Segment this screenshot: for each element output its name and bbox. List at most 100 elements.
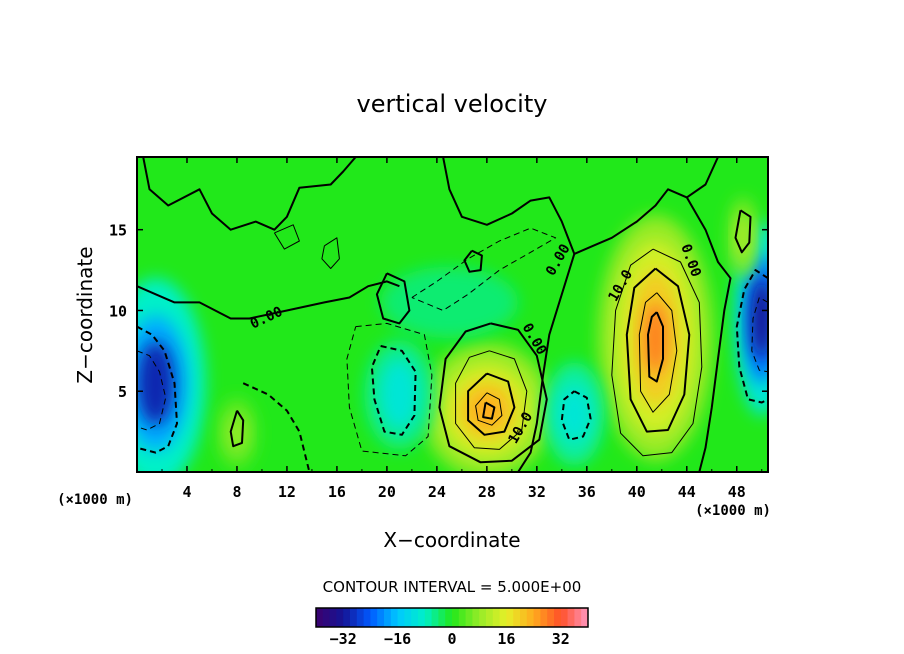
x-tick-label: 8: [232, 483, 241, 501]
negative-contour-line: [242, 382, 311, 472]
positive-contour-line: [229, 410, 245, 448]
colorbar-tick-label: −16: [384, 630, 411, 648]
colorbar-tick-label: 0: [447, 630, 456, 648]
positive-contour-line: [142, 157, 357, 231]
x-tick-label: 36: [578, 483, 596, 501]
colorbar-tick-label: −32: [330, 630, 357, 648]
x-tick-label: 12: [278, 483, 296, 501]
colorbar-swatch: [533, 608, 541, 627]
colorbar-swatch: [411, 608, 419, 627]
positive-contour-line: [638, 292, 678, 413]
colorbar-swatch: [560, 608, 568, 627]
positive-contour-line: [375, 272, 411, 325]
x-tick-label: 28: [478, 483, 496, 501]
colorbar-swatch: [499, 608, 507, 627]
colorbar-swatch: [424, 608, 432, 627]
negative-contour-line: [411, 227, 557, 311]
y-tick-label: 15: [109, 222, 127, 240]
negative-contour-line: [346, 322, 433, 457]
x-axis-label: X−coordinate: [383, 528, 520, 552]
colorbar-swatch: [370, 608, 378, 627]
x-axis-unit-right: (×1000 m): [695, 503, 771, 519]
y-tick-label: 10: [109, 302, 127, 320]
negative-contour-line: [137, 325, 178, 454]
contour-interval-note: CONTOUR INTERVAL = 5.000E+00: [323, 578, 582, 596]
colorbar-swatch: [438, 608, 446, 627]
positive-contour-line: [625, 267, 691, 433]
positive-contour-line: [734, 209, 752, 254]
positive-contour-line: [482, 401, 496, 420]
updraft-core-28km-fill: [471, 394, 502, 427]
colorbar-swatch: [526, 608, 534, 627]
downdraft-left-edge-fill: [137, 341, 175, 426]
colorbar-swatch: [445, 608, 453, 627]
colorbar-swatch: [343, 608, 351, 627]
x-tick-label: 32: [528, 483, 546, 501]
colorbar-swatch: [350, 608, 358, 627]
positive-contour-line: [647, 311, 664, 383]
colorbar-swatch: [452, 608, 460, 627]
colorbar-frame: [315, 607, 589, 628]
positive-contour-line: [438, 322, 548, 464]
x-tick-label: 44: [678, 483, 696, 501]
colorbar-swatch: [397, 608, 405, 627]
colorbar-swatch: [377, 608, 385, 627]
colorbar-tick-label: 16: [497, 630, 515, 648]
colorbar-swatch: [506, 608, 514, 627]
y-tick-label: 5: [118, 383, 127, 401]
x-tick-label: 4: [182, 483, 191, 501]
positive-contour-line: [475, 392, 503, 426]
colorbar-swatch: [404, 608, 412, 627]
colorbar-swatch: [492, 608, 500, 627]
colorbar-swatch: [486, 608, 494, 627]
colorbar-swatch: [540, 608, 548, 627]
colorbar-swatch: [472, 608, 480, 627]
positive-contour-line: [137, 280, 400, 320]
downdraft-upper-diagonal-fill: [380, 266, 519, 338]
colorbar-swatch: [567, 608, 575, 627]
colorbar-swatch: [336, 608, 344, 627]
colorbar-swatch: [431, 608, 439, 627]
positive-contour-line: [467, 372, 516, 436]
colorbar-swatch: [322, 608, 330, 627]
x-tick-label: 40: [628, 483, 646, 501]
plot-frame: [136, 156, 769, 473]
colorbar-swatch: [458, 608, 466, 627]
positive-contour-line: [463, 249, 483, 273]
colorbar-swatch: [513, 608, 521, 627]
colorbar-swatch: [554, 608, 562, 627]
colorbar-swatch: [520, 608, 528, 627]
colorbar-swatch: [418, 608, 426, 627]
colorbar-swatch: [316, 608, 324, 627]
x-tick-label: 48: [728, 483, 746, 501]
y-tick-layer: 5 10 15: [109, 222, 768, 401]
colorbar-swatch: [363, 608, 371, 627]
downdraft-35km-fill: [556, 384, 592, 443]
colorbar-swatch: [390, 608, 398, 627]
negative-contour-line: [137, 350, 167, 431]
x-tick-label: 24: [428, 483, 446, 501]
colorbar-tick-label: 32: [552, 630, 570, 648]
colorbar: [316, 608, 589, 627]
positive-contour-line: [611, 248, 703, 457]
y-axis-label: Z−coordinate: [73, 246, 97, 383]
downdraft-right-edge-fill: [751, 278, 768, 359]
positive-contour-line: [686, 157, 719, 199]
x-axis-unit-left: (×1000 m): [57, 492, 133, 508]
colorbar-swatch: [465, 608, 473, 627]
downdraft-20km-fill: [379, 358, 420, 430]
colorbar-tick-layer: −32 −16 0 16 32: [330, 630, 570, 648]
x-tick-label: 16: [328, 483, 346, 501]
positive-contour-line: [573, 188, 732, 472]
negative-contour-line: [735, 269, 768, 404]
positive-contour-line: [273, 224, 300, 250]
chart-title: vertical velocity: [357, 90, 548, 118]
updraft-upper-right-fill: [735, 215, 751, 261]
negative-contour-line: [560, 390, 592, 441]
negative-contour-line: [370, 345, 417, 436]
positive-contour-line: [321, 237, 340, 269]
contour-line-layer: [137, 157, 768, 472]
colorbar-swatch: [479, 608, 487, 627]
colorbar-swatch: [329, 608, 337, 627]
